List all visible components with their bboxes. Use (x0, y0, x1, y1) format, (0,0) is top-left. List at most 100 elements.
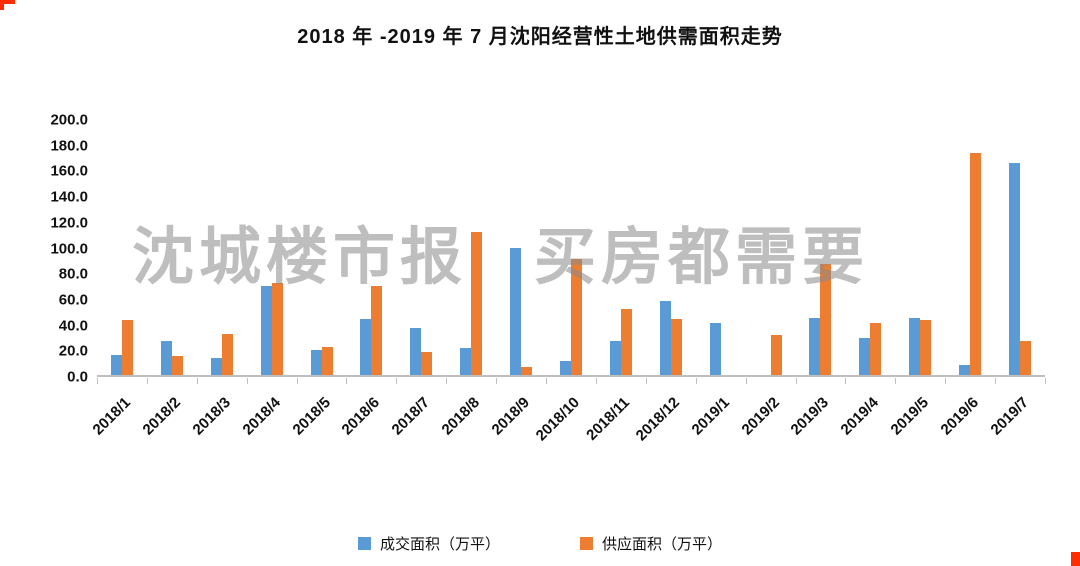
y-tick-label: 160.0 (50, 162, 88, 180)
x-axis-tick (845, 378, 847, 384)
x-axis-tick (995, 378, 997, 384)
bar-group (147, 120, 197, 375)
bar-supply-area (121, 320, 133, 375)
bar-transaction-area (410, 327, 422, 375)
y-tick-label: 120.0 (50, 214, 88, 232)
x-tick-label: 2018/1 (89, 394, 134, 439)
bar-supply-area (970, 153, 982, 375)
y-tick-label: 20.0 (58, 342, 88, 360)
bar-transaction-area (859, 338, 871, 375)
x-tick-label: 2018/12 (632, 394, 683, 445)
y-tick-label: 180.0 (50, 137, 88, 155)
bars-layer (97, 120, 1045, 375)
bar-transaction-area (659, 301, 671, 375)
x-tick-label: 2018/9 (488, 394, 534, 439)
bar-group (895, 120, 945, 375)
bar-group (995, 120, 1045, 375)
bar-transaction-area (460, 348, 472, 375)
bar-supply-area (221, 334, 233, 375)
x-tick-label: 2019/2 (738, 394, 783, 439)
x-tick-label: 2018/3 (189, 394, 234, 439)
bar-group (795, 120, 845, 375)
bar-group (446, 120, 496, 375)
bar-supply-area (521, 367, 533, 375)
x-axis-tick (546, 378, 548, 384)
x-axis-ticks (97, 378, 1046, 384)
x-axis-tick (246, 378, 248, 384)
plot-area (97, 120, 1045, 377)
y-tick-label: 40.0 (58, 317, 88, 335)
bar-supply-area (670, 318, 682, 375)
x-axis-tick (196, 378, 198, 384)
x-axis-tick (346, 378, 348, 384)
y-tick-label: 100.0 (50, 240, 88, 257)
x-axis-tick (97, 378, 98, 384)
bar-group (696, 120, 746, 375)
bar-supply-area (471, 232, 483, 375)
x-tick-label: 2019/4 (837, 394, 883, 439)
legend-swatch-transaction-area (357, 537, 371, 550)
x-tick-label: 2019/1 (688, 394, 733, 439)
bar-supply-area (820, 264, 832, 375)
bar-group (197, 120, 247, 375)
bar-supply-area (1019, 340, 1031, 375)
bar-transaction-area (909, 317, 921, 375)
y-tick-label: 60.0 (58, 291, 88, 309)
x-axis-tick (296, 378, 298, 384)
chart-title: 2018 年 -2019 年 7 月沈阳经营性土地供需面积走势 (297, 26, 783, 48)
bar-group (845, 120, 895, 375)
bar-group (247, 120, 297, 375)
bar-transaction-area (559, 360, 571, 375)
crop-mark-top-left (0, 0, 15, 10)
y-tick-label: 140.0 (50, 188, 88, 206)
x-axis-tick (396, 378, 398, 384)
y-tick-label: 0.0 (67, 368, 88, 386)
x-tick-label: 2018/6 (338, 394, 384, 439)
bar-supply-area (271, 283, 283, 375)
bar-transaction-area (210, 358, 222, 375)
bar-transaction-area (709, 322, 721, 375)
x-axis-tick (496, 378, 498, 384)
bar-group (496, 120, 546, 375)
crop-mark-right-edge (1071, 552, 1080, 566)
bar-transaction-area (110, 354, 122, 375)
bar-group (945, 120, 995, 375)
x-tick-label: 2019/3 (788, 394, 833, 439)
legend-swatch-supply-area (580, 537, 593, 550)
legend-item-transaction-area: 成交面积（万平） (357, 533, 500, 554)
bar-supply-area (570, 258, 582, 375)
x-axis-tick (146, 378, 148, 384)
bar-group (596, 120, 646, 375)
x-axis-tick (695, 378, 697, 384)
bar-supply-area (870, 322, 882, 375)
bar-supply-area (421, 352, 433, 375)
bar-supply-area (171, 355, 183, 375)
x-tick-label: 2018/10 (532, 394, 584, 445)
bar-transaction-area (1008, 163, 1020, 375)
bar-transaction-area (160, 340, 172, 375)
x-axis-labels: 2018/1 2018/2 2018/3 2018/4 2018/5 2018/6 2018… (89, 380, 1045, 495)
bar-group (97, 120, 147, 375)
x-tick-label: 2019/5 (887, 394, 933, 439)
y-axis-labels: 0.0 20.0 40.0 60.0 80.0 100.0 120.0 140.0 160.0 1… (28, 112, 88, 386)
x-tick-label: 2019/6 (937, 394, 983, 439)
x-tick-label: 2018/4 (239, 394, 284, 439)
bar-transaction-area (360, 318, 372, 375)
bar-transaction-area (260, 285, 272, 375)
x-tick-label: 2018/11 (583, 394, 633, 444)
bar-transaction-area (959, 364, 971, 375)
bar-supply-area (920, 320, 932, 375)
y-tick-label: 80.0 (58, 265, 88, 283)
x-axis-tick (895, 378, 897, 384)
bar-group (346, 120, 396, 375)
bar-group (746, 120, 796, 375)
bar-supply-area (371, 285, 383, 375)
y-tick-label: 200.0 (50, 111, 88, 129)
x-tick-label: 2018/7 (388, 394, 434, 439)
legend-label-transaction-area: 成交面积（万平） (379, 536, 500, 553)
legend-label-supply-area: 供应面积（万平） (602, 536, 723, 553)
bar-supply-area (620, 308, 632, 375)
legend: 成交面积（万平） 供应面积（万平） (0, 533, 1080, 554)
legend-item-supply-area: 供应面积（万平） (580, 533, 722, 554)
